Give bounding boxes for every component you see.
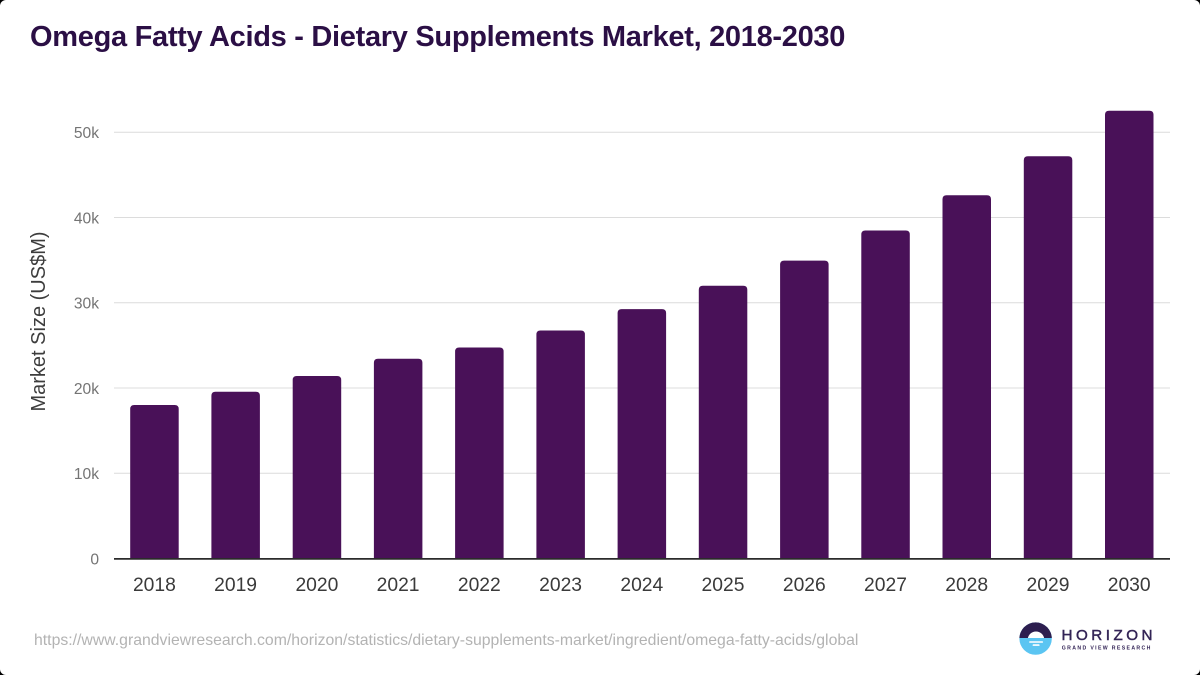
svg-text:2023: 2023 xyxy=(539,575,582,596)
svg-text:10k: 10k xyxy=(74,466,99,483)
svg-text:2026: 2026 xyxy=(783,575,826,596)
svg-text:20k: 20k xyxy=(74,381,99,398)
svg-text:2020: 2020 xyxy=(295,575,338,596)
svg-text:40k: 40k xyxy=(74,210,99,227)
svg-text:2021: 2021 xyxy=(377,575,420,596)
svg-text:2028: 2028 xyxy=(945,575,988,596)
svg-text:2025: 2025 xyxy=(702,575,745,596)
svg-text:2024: 2024 xyxy=(620,575,663,596)
svg-text:Market Size (US$M): Market Size (US$M) xyxy=(28,231,50,411)
svg-text:2019: 2019 xyxy=(214,575,257,596)
svg-text:2022: 2022 xyxy=(458,575,501,596)
svg-text:2027: 2027 xyxy=(864,575,907,596)
svg-text:0: 0 xyxy=(90,551,99,568)
svg-text:2029: 2029 xyxy=(1027,575,1070,596)
svg-text:50k: 50k xyxy=(74,125,99,142)
svg-text:GRAND VIEW RESEARCH: GRAND VIEW RESEARCH xyxy=(1062,645,1152,651)
svg-text:HORIZON: HORIZON xyxy=(1062,627,1157,644)
svg-text:30k: 30k xyxy=(74,296,99,313)
svg-text:2018: 2018 xyxy=(133,575,176,596)
svg-text:2030: 2030 xyxy=(1108,575,1151,596)
